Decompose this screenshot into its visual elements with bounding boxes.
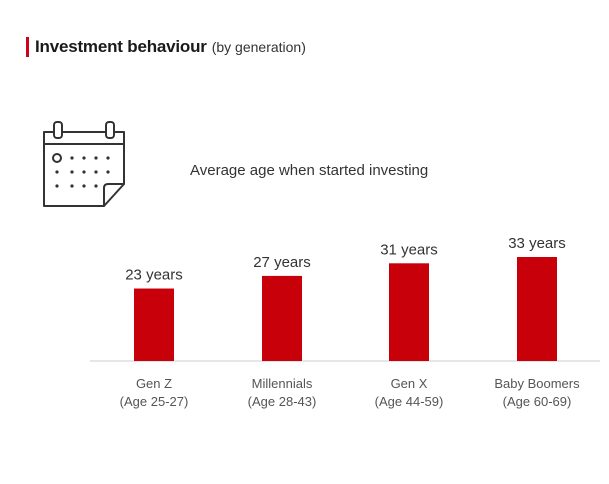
bar-1 <box>134 288 174 361</box>
category-label-1: Gen Z <box>136 376 172 391</box>
chart-title: Average age when started investing <box>190 162 429 179</box>
calendar-icon <box>43 121 125 207</box>
page-title: Investment behaviour <box>35 37 207 56</box>
bar-2 <box>262 275 302 361</box>
data-label-3: 31 years <box>380 241 438 258</box>
category-label-4: Baby Boomers <box>494 376 580 391</box>
category-sublabel-2: (Age 28-43) <box>248 394 317 409</box>
bar-4 <box>517 257 557 361</box>
data-label-1: 23 years <box>125 267 183 284</box>
page-header: Investment behaviour (by generation) <box>26 36 306 58</box>
bar-3 <box>389 263 429 361</box>
category-sublabel-3: (Age 44-59) <box>375 394 444 409</box>
data-label-4: 33 years <box>508 235 566 252</box>
data-label-2: 27 years <box>253 254 311 271</box>
category-label-3: Gen X <box>391 376 428 391</box>
page-subtitle: (by generation) <box>211 39 306 55</box>
category-sublabel-1: (Age 25-27) <box>120 394 189 409</box>
category-sublabel-4: (Age 60-69) <box>503 394 572 409</box>
title-accent-bar <box>26 37 29 57</box>
category-label-2: Millennials <box>252 376 313 391</box>
